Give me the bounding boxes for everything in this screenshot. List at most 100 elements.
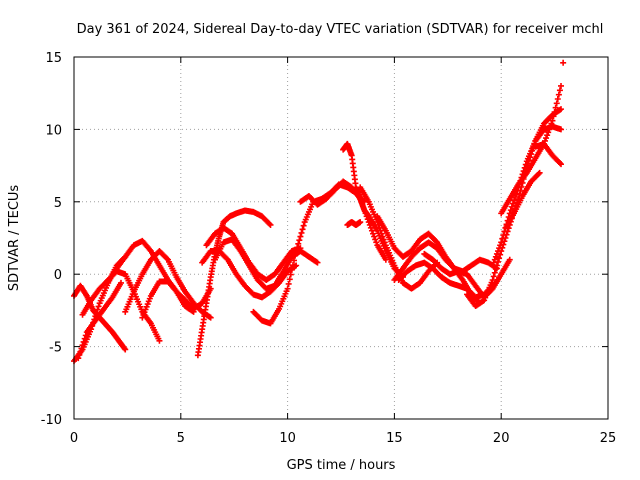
x-axis-label: GPS time / hours xyxy=(287,458,396,473)
data-point xyxy=(295,240,302,247)
data-point xyxy=(284,285,291,292)
data-point xyxy=(80,338,87,345)
data-point xyxy=(379,233,386,240)
data-point xyxy=(314,259,321,266)
series-track-6 xyxy=(122,248,214,321)
data-point xyxy=(543,135,550,142)
data-point xyxy=(544,132,551,139)
data-point xyxy=(370,230,377,237)
data-point xyxy=(267,221,274,228)
x-tick-label: 10 xyxy=(279,431,296,446)
data-point xyxy=(549,117,556,124)
data-point xyxy=(293,248,300,255)
series-track-25 xyxy=(532,140,565,168)
data-point xyxy=(300,222,307,229)
y-axis: -10 -5 0 5 10 15 xyxy=(41,51,608,428)
data-point xyxy=(94,306,101,313)
series-track-20 xyxy=(421,250,513,301)
y-tick-label: 10 xyxy=(45,123,62,138)
data-point xyxy=(95,303,102,310)
x-tick-label: 0 xyxy=(70,431,78,446)
data-point xyxy=(522,161,529,168)
series-track-4 xyxy=(75,279,124,362)
data-point xyxy=(556,87,563,94)
data-point xyxy=(490,273,497,280)
data-point xyxy=(550,113,557,120)
data-marks xyxy=(71,59,567,365)
data-point xyxy=(266,220,273,227)
data-point xyxy=(508,203,515,210)
data-point xyxy=(500,232,507,239)
data-point xyxy=(76,351,83,358)
data-point xyxy=(558,106,565,113)
data-point xyxy=(555,91,562,98)
data-point xyxy=(491,269,498,276)
data-point xyxy=(291,257,298,264)
data-point xyxy=(494,248,501,255)
series-track-16 xyxy=(344,219,364,228)
plot-frame xyxy=(73,56,609,420)
data-point xyxy=(288,266,295,273)
data-point xyxy=(546,126,553,133)
data-point xyxy=(299,226,306,233)
data-point xyxy=(554,95,561,102)
data-point xyxy=(357,219,364,226)
data-point xyxy=(497,242,504,249)
data-point xyxy=(79,342,86,349)
x-tick-label: 25 xyxy=(600,431,617,446)
data-point xyxy=(490,259,497,266)
y-tick-label: 0 xyxy=(54,268,62,283)
data-point xyxy=(547,123,554,130)
data-point xyxy=(298,229,305,236)
data-point xyxy=(368,227,375,234)
data-point xyxy=(491,256,498,263)
data-point xyxy=(501,228,508,235)
data-point xyxy=(560,59,567,66)
data-point xyxy=(492,266,499,273)
data-point xyxy=(493,250,500,257)
series-track-24 xyxy=(502,169,543,231)
chart-title: Day 361 of 2024, Sidereal Day-to-day VTE… xyxy=(77,22,604,37)
series-track-26 xyxy=(560,59,567,66)
data-point xyxy=(556,160,563,167)
data-point xyxy=(558,126,565,133)
data-point xyxy=(156,337,163,344)
data-point xyxy=(489,262,496,269)
data-point xyxy=(292,252,299,259)
x-tick-label: 20 xyxy=(493,431,510,446)
y-tick-label: 15 xyxy=(45,51,62,66)
data-point xyxy=(489,276,496,283)
x-tick-label: 15 xyxy=(386,431,403,446)
data-point xyxy=(373,239,380,246)
data-point xyxy=(75,355,82,362)
data-point xyxy=(287,271,294,278)
data-point xyxy=(122,346,129,353)
data-point xyxy=(289,262,296,269)
series-track-23 xyxy=(498,82,565,217)
data-point xyxy=(558,82,565,89)
data-point xyxy=(545,129,552,136)
data-point xyxy=(296,237,303,244)
series-track-14 xyxy=(340,140,406,281)
data-point xyxy=(294,244,301,251)
y-tick-label: -10 xyxy=(41,413,62,428)
data-point xyxy=(499,235,506,242)
data-point xyxy=(82,332,89,339)
data-point xyxy=(285,280,292,287)
data-point xyxy=(552,104,559,111)
data-point xyxy=(207,314,214,321)
series-track-5 xyxy=(105,237,197,315)
series-track-18 xyxy=(391,239,500,283)
data-point xyxy=(509,200,516,207)
grid xyxy=(74,57,608,419)
data-point xyxy=(78,345,85,352)
data-point xyxy=(378,230,385,237)
data-point xyxy=(117,279,124,286)
series-track-11 xyxy=(199,248,300,301)
data-point xyxy=(492,253,499,260)
data-point xyxy=(163,255,170,262)
y-tick-label: -5 xyxy=(49,341,62,356)
data-point xyxy=(297,233,304,240)
data-point xyxy=(496,245,503,252)
